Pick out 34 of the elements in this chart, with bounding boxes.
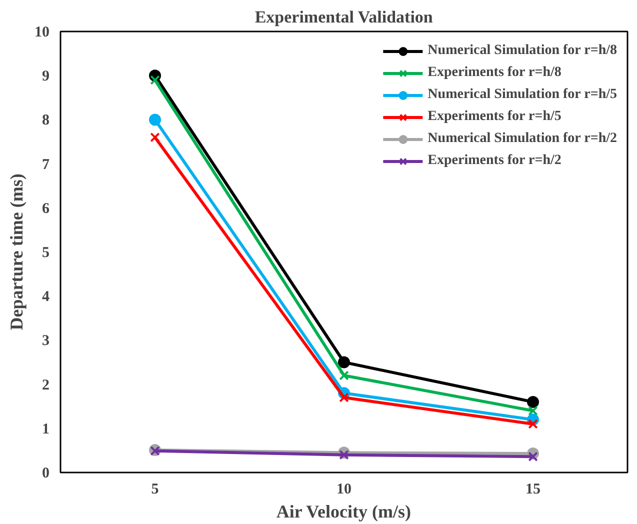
chart-title: Experimental Validation — [254, 8, 434, 26]
legend-label: Experiments for r=h/2 — [428, 153, 562, 169]
legend-label: Experiments for r=h/8 — [428, 65, 562, 81]
y-tick-label: 7 — [42, 156, 50, 173]
y-tick-label: 3 — [42, 333, 50, 350]
legend-label: Numerical Simulation for r=h/5 — [428, 87, 617, 103]
x-axis-title: Air Velocity (m/s) — [276, 502, 412, 522]
y-tick-label: 5 — [42, 245, 50, 261]
point — [528, 452, 538, 462]
x-tick-label: 5 — [151, 482, 159, 498]
x-tick-label: 15 — [526, 482, 540, 498]
y-tick-label: 6 — [42, 200, 50, 217]
point — [339, 370, 349, 380]
point — [528, 406, 538, 416]
point — [527, 396, 539, 408]
y-tick-label: 9 — [42, 68, 50, 85]
y-tick-label: 4 — [42, 289, 50, 306]
x-tick-label: 10 — [336, 482, 352, 498]
point — [150, 75, 160, 85]
y-tick-label: 1 — [42, 421, 50, 438]
y-tick-label: 8 — [42, 112, 50, 129]
point — [339, 392, 349, 402]
y-tick-label: 2 — [42, 377, 50, 394]
point — [149, 114, 161, 126]
legend-label: Experiments for r=h/5 — [428, 109, 562, 125]
point — [528, 419, 538, 429]
y-axis-title: Departure time (ms) — [6, 174, 26, 330]
y-tick-label: 0 — [42, 466, 50, 482]
y-tick-label: 10 — [34, 24, 50, 40]
legend-label: Numerical Simulation for r=h/2 — [428, 131, 617, 147]
point — [338, 356, 350, 368]
point — [150, 132, 160, 142]
legend-label: Numerical Simulation for r=h/8 — [428, 43, 617, 59]
point — [339, 450, 349, 460]
